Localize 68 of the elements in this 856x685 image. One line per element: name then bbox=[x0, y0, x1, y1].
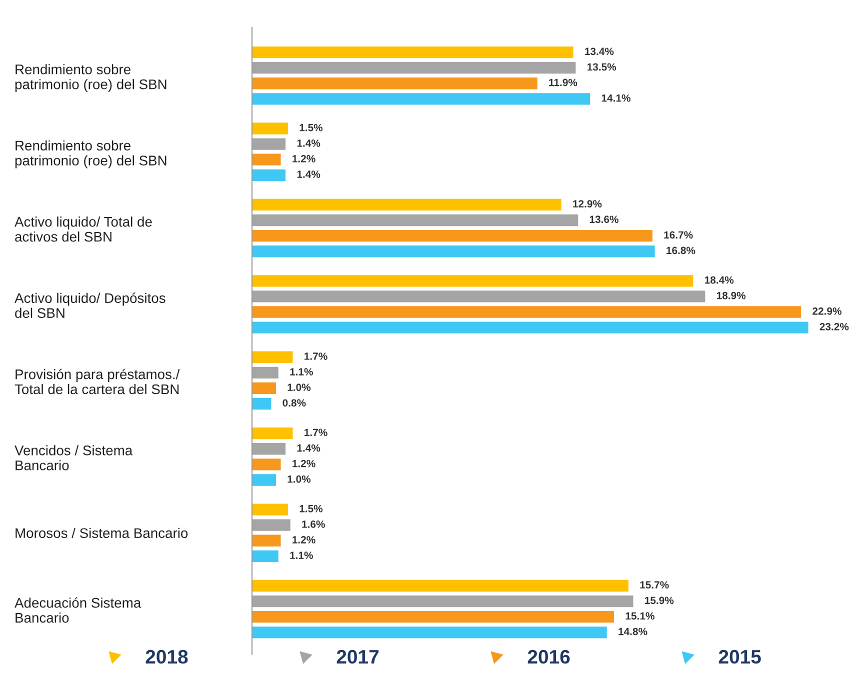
bar bbox=[252, 306, 802, 318]
bar bbox=[252, 351, 293, 363]
data-label: 22.9% bbox=[812, 307, 842, 315]
data-label: 15.1% bbox=[626, 612, 654, 620]
data-label: 1.5% bbox=[300, 504, 323, 512]
data-label: 0.8% bbox=[282, 399, 306, 407]
data-label: 1.7% bbox=[304, 352, 328, 360]
data-label: 1.2% bbox=[292, 155, 316, 162]
data-label: 14.8% bbox=[618, 628, 648, 636]
bar bbox=[252, 611, 614, 623]
y-tick-label: Activo liquido/ Total de activos del SBN bbox=[14, 216, 152, 242]
bar bbox=[252, 382, 276, 394]
bar bbox=[252, 322, 808, 334]
bar bbox=[252, 169, 286, 181]
data-label: 16.7% bbox=[664, 231, 693, 239]
bar bbox=[252, 154, 281, 166]
data-label: 1.6% bbox=[302, 520, 325, 528]
legend-label: 2016 bbox=[528, 650, 570, 664]
bar bbox=[252, 93, 590, 105]
bar bbox=[252, 580, 628, 592]
data-label: 1.2% bbox=[292, 460, 316, 468]
data-label: 12.9% bbox=[573, 200, 602, 208]
bar bbox=[252, 78, 538, 90]
legend-label: 2015 bbox=[718, 650, 761, 664]
legend-label: 2018 bbox=[146, 650, 188, 664]
y-tick-label: Adecuación Sistema Bancario bbox=[14, 597, 142, 623]
data-label: 15.9% bbox=[645, 596, 674, 604]
data-label: 18.9% bbox=[716, 292, 746, 300]
bar bbox=[252, 275, 694, 287]
data-label: 1.4% bbox=[297, 444, 320, 452]
data-label: 1.7% bbox=[304, 428, 328, 436]
legend-label: 2017 bbox=[336, 650, 379, 664]
y-tick-label: Vencidos / Sistema Bancario bbox=[14, 445, 133, 470]
bar bbox=[252, 230, 652, 242]
y-tick-label: Provisión para préstamos./ Total de la cartera del SBN bbox=[14, 368, 180, 394]
data-label: 14.1% bbox=[602, 94, 630, 102]
y-tick-label: Activo liquido/ Depósitos del SBN bbox=[14, 292, 166, 318]
data-label: 11.9% bbox=[549, 78, 578, 86]
data-label: 15.7% bbox=[640, 581, 669, 589]
data-label: 23.2% bbox=[820, 322, 849, 330]
data-label: 18.4% bbox=[704, 276, 734, 284]
bar bbox=[252, 246, 655, 258]
bar bbox=[252, 198, 562, 211]
data-label: 1.4% bbox=[297, 170, 320, 178]
bar bbox=[252, 398, 272, 410]
bar bbox=[252, 458, 281, 470]
data-label: 1.5% bbox=[300, 124, 323, 132]
data-label: 13.6% bbox=[590, 216, 618, 224]
data-label: 1.1% bbox=[290, 552, 313, 559]
y-tick-label: Rendimiento sobre patrimonio (roe) del SBN bbox=[15, 140, 166, 168]
data-label: 1.4% bbox=[297, 139, 320, 147]
bar bbox=[252, 504, 288, 516]
bar bbox=[252, 427, 293, 440]
data-label: 1.0% bbox=[288, 475, 311, 483]
y-tick-label: Rendimiento sobre patrimonio (roe) del SBN bbox=[15, 64, 166, 92]
bar bbox=[252, 474, 276, 486]
bar bbox=[252, 550, 278, 562]
bar bbox=[252, 626, 607, 638]
bar bbox=[252, 122, 288, 134]
data-label: 1.0% bbox=[288, 384, 311, 392]
y-tick-label: Morosos / Sistema Bancario bbox=[16, 528, 188, 538]
bar bbox=[252, 46, 574, 58]
data-label: 1.2% bbox=[292, 536, 316, 544]
data-label: 13.5% bbox=[587, 63, 616, 71]
data-label: 1.1% bbox=[290, 368, 313, 376]
bar bbox=[252, 534, 281, 546]
data-label: 16.8% bbox=[666, 246, 696, 254]
data-label: 13.4% bbox=[585, 48, 614, 56]
